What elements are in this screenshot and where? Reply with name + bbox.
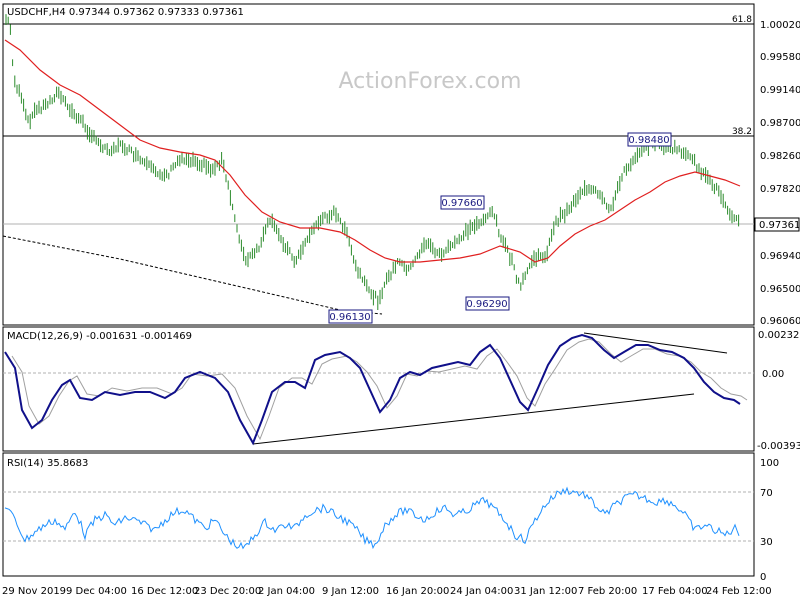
x-tick-label: 9 Jan 12:00 xyxy=(322,586,379,597)
x-tick-label: 24 Jan 04:00 xyxy=(450,586,513,597)
price-tick: 0.99140 xyxy=(760,85,800,96)
price-y-axis: 1.00020 0.99580 0.99140 0.98700 0.98260 … xyxy=(754,20,800,327)
rsi-panel-title: RSI(14) 35.8683 xyxy=(7,458,88,469)
rsi-tick: 30 xyxy=(760,537,773,548)
x-tick-label: 24 Feb 12:00 xyxy=(706,586,772,597)
svg-text:0.97660: 0.97660 xyxy=(441,198,482,209)
fib-label-61-8: 61.8 xyxy=(732,15,752,25)
price-tick: 0.96500 xyxy=(760,284,800,295)
macd-tick: -0.003932 xyxy=(757,441,800,452)
macd-lower-trendline xyxy=(252,393,695,445)
macd-panel-title: MACD(12,26,9) -0.001631 -0.001469 xyxy=(7,331,192,342)
rsi-tick: 70 xyxy=(760,488,773,499)
current-price-label: 0.97361 xyxy=(759,220,800,231)
macd-y-axis: 0.002322 0.00 -0.003932 xyxy=(757,330,800,452)
price-tick: 0.98260 xyxy=(760,151,800,162)
moving-average-line xyxy=(4,39,741,263)
watermark: ActionForex.com xyxy=(339,69,522,94)
x-tick-label: 9 Dec 04:00 xyxy=(66,586,127,597)
x-tick-label: 16 Jan 20:00 xyxy=(386,586,449,597)
price-panel xyxy=(2,3,755,326)
macd-tick: 0.00 xyxy=(762,369,784,380)
price-tick: 1.00020 xyxy=(760,20,800,31)
annotation-0-96290: 0.96290 xyxy=(465,296,510,311)
svg-text:0.98480: 0.98480 xyxy=(628,135,669,146)
annotation-0-97660: 0.97660 xyxy=(440,195,485,210)
x-tick-label: 23 Dec 20:00 xyxy=(194,586,261,597)
rsi-y-axis: 100 70 30 0 xyxy=(760,458,779,583)
macd-line xyxy=(4,333,741,446)
price-panel-title: USDCHF,H4 0.97344 0.97362 0.97333 0.9736… xyxy=(7,7,244,18)
x-axis: 29 Nov 2019 9 Dec 04:00 16 Dec 12:00 23 … xyxy=(2,586,772,597)
x-tick-label: 7 Feb 20:00 xyxy=(578,586,637,597)
x-tick-label: 17 Feb 04:00 xyxy=(642,586,708,597)
fib-label-38-2: 38.2 xyxy=(732,127,752,137)
macd-upper-trendline xyxy=(583,332,728,354)
price-tick: 0.96940 xyxy=(760,251,800,262)
x-tick-label: 2 Jan 04:00 xyxy=(258,586,315,597)
annotation-0-98480: 0.98480 xyxy=(627,132,672,147)
rsi-tick: 0 xyxy=(760,572,766,583)
current-price-tag xyxy=(754,217,800,232)
svg-text:0.96290: 0.96290 xyxy=(466,299,507,310)
annotation-0-96130: 0.96130 xyxy=(328,309,373,324)
rsi-line xyxy=(4,486,740,550)
lower-trendline xyxy=(2,235,383,315)
macd-signal-line xyxy=(11,338,748,441)
x-tick-label: 31 Jan 12:00 xyxy=(514,586,577,597)
rsi-tick: 100 xyxy=(760,458,779,469)
price-tick: 0.97820 xyxy=(760,184,800,195)
svg-text:0.96130: 0.96130 xyxy=(329,312,370,323)
price-tick: 0.96060 xyxy=(760,316,800,327)
macd-tick: 0.002322 xyxy=(758,330,800,341)
price-tick: 0.99580 xyxy=(760,52,800,63)
rsi-panel xyxy=(2,452,755,577)
x-tick-label: 16 Dec 12:00 xyxy=(131,586,198,597)
x-tick-label: 29 Nov 2019 xyxy=(2,586,66,597)
price-tick: 0.98700 xyxy=(760,118,800,129)
price-series xyxy=(5,14,740,310)
